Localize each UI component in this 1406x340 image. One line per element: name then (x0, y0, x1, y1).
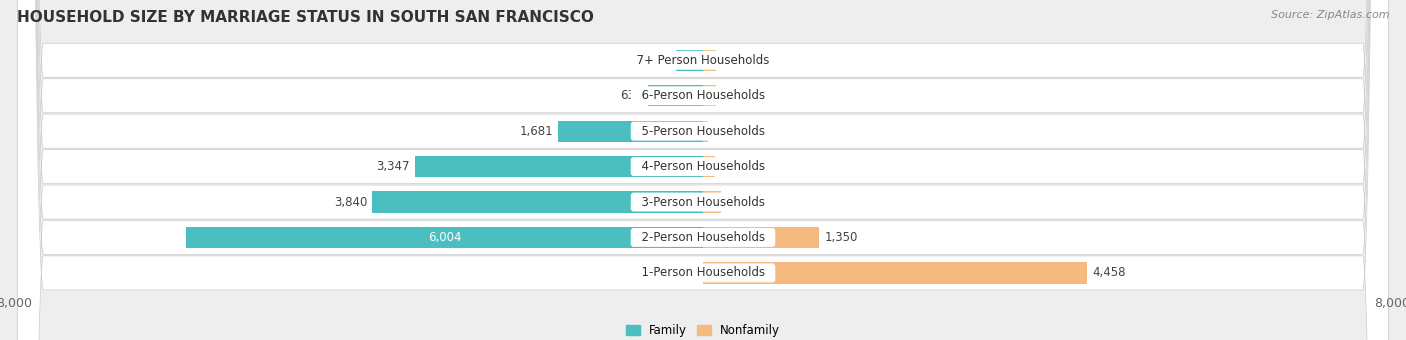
Text: 1,681: 1,681 (519, 125, 553, 138)
Bar (373, 191, 703, 212)
Text: 5-Person Households: 5-Person Households (634, 125, 772, 138)
FancyBboxPatch shape (17, 0, 1389, 340)
Text: 1,350: 1,350 (824, 231, 858, 244)
Text: Source: ZipAtlas.com: Source: ZipAtlas.com (1271, 10, 1389, 20)
FancyBboxPatch shape (17, 0, 1389, 340)
Bar (703, 191, 721, 212)
Bar (703, 85, 716, 106)
FancyBboxPatch shape (17, 0, 1389, 340)
Bar (415, 156, 703, 177)
Bar (703, 50, 716, 71)
Text: 3,347: 3,347 (375, 160, 409, 173)
Text: HOUSEHOLD SIZE BY MARRIAGE STATUS IN SOUTH SAN FRANCISCO: HOUSEHOLD SIZE BY MARRIAGE STATUS IN SOU… (17, 10, 593, 25)
Text: 312: 312 (648, 54, 671, 67)
Bar (648, 85, 703, 106)
Bar (186, 227, 703, 248)
Text: 143: 143 (720, 160, 742, 173)
FancyBboxPatch shape (17, 0, 1389, 340)
Bar (703, 156, 716, 177)
Legend: Family, Nonfamily: Family, Nonfamily (621, 319, 785, 340)
Text: 4,458: 4,458 (1092, 267, 1126, 279)
Text: 6-Person Households: 6-Person Households (634, 89, 772, 102)
Text: 6,004: 6,004 (427, 231, 461, 244)
Bar (676, 50, 703, 71)
Text: 57: 57 (713, 125, 728, 138)
Bar (703, 262, 1087, 284)
Text: 205: 205 (725, 195, 748, 208)
FancyBboxPatch shape (17, 0, 1389, 340)
Text: 3-Person Households: 3-Person Households (634, 195, 772, 208)
Text: 639: 639 (620, 89, 643, 102)
Text: 3,840: 3,840 (333, 195, 367, 208)
Text: 4-Person Households: 4-Person Households (634, 160, 772, 173)
Text: 0: 0 (721, 54, 728, 67)
Text: 7+ Person Households: 7+ Person Households (628, 54, 778, 67)
Bar (703, 121, 707, 142)
Text: 2-Person Households: 2-Person Households (634, 231, 772, 244)
Bar (703, 227, 820, 248)
Text: 1-Person Households: 1-Person Households (634, 267, 772, 279)
FancyBboxPatch shape (17, 0, 1389, 340)
Text: 0: 0 (721, 89, 728, 102)
Bar (558, 121, 703, 142)
FancyBboxPatch shape (17, 0, 1389, 340)
